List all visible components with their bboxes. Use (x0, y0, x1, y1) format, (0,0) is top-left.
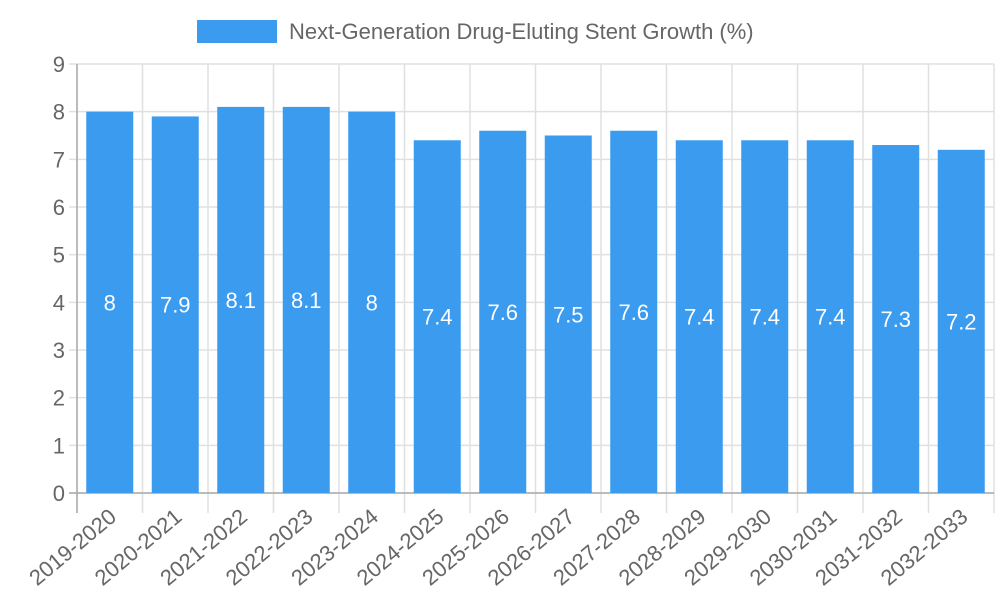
grid (69, 63, 995, 513)
y-tick-label: 0 (53, 481, 65, 506)
legend[interactable]: Next-Generation Drug-Eluting Stent Growt… (197, 19, 754, 44)
data-label: 7.9 (160, 293, 191, 318)
y-tick-label: 4 (53, 290, 65, 315)
data-label: 8 (104, 290, 116, 315)
bar[interactable] (348, 111, 396, 494)
bar[interactable] (675, 140, 723, 493)
bar[interactable] (544, 135, 592, 494)
bar[interactable] (217, 106, 265, 494)
legend-swatch (197, 20, 277, 43)
data-label: 7.4 (684, 305, 715, 330)
x-axis-ticks: 2019-20202020-20212021-20222022-20232023… (24, 504, 972, 591)
y-tick-label: 5 (53, 243, 65, 268)
y-tick-label: 9 (53, 52, 65, 77)
data-label: 8.1 (291, 288, 322, 313)
data-label: 7.3 (880, 307, 911, 332)
data-label: 8.1 (225, 288, 256, 313)
y-tick-label: 7 (53, 147, 65, 172)
bar[interactable] (806, 140, 854, 493)
y-tick-label: 6 (53, 195, 65, 220)
bar[interactable] (479, 130, 527, 493)
y-tick-label: 3 (53, 338, 65, 363)
bar[interactable] (86, 111, 134, 494)
data-label: 7.5 (553, 302, 584, 327)
bar[interactable] (413, 140, 461, 493)
bar[interactable] (937, 149, 985, 494)
legend-label: Next-Generation Drug-Eluting Stent Growt… (289, 19, 754, 44)
bar[interactable] (610, 130, 658, 493)
bar[interactable] (741, 140, 789, 493)
data-label: 7.4 (815, 305, 846, 330)
y-tick-label: 1 (53, 433, 65, 458)
data-label: 7.2 (946, 309, 977, 334)
y-tick-label: 2 (53, 386, 65, 411)
data-label: 8 (366, 290, 378, 315)
y-tick-label: 8 (53, 100, 65, 125)
y-axis-ticks: 0 1 2 3 4 5 6 7 8 9 (53, 52, 65, 506)
bar[interactable] (872, 145, 920, 494)
data-label: 7.4 (422, 305, 453, 330)
data-label: 7.4 (749, 305, 780, 330)
bar[interactable] (282, 106, 330, 494)
data-label: 7.6 (618, 300, 649, 325)
data-label: 7.6 (487, 300, 518, 325)
bar[interactable] (151, 116, 199, 493)
data-labels: 8 7.9 8.1 8.1 8 7.4 7.6 7.5 7.6 7.4 7.4 7.4 7.3 7.2 (104, 288, 977, 334)
bars (86, 106, 985, 494)
